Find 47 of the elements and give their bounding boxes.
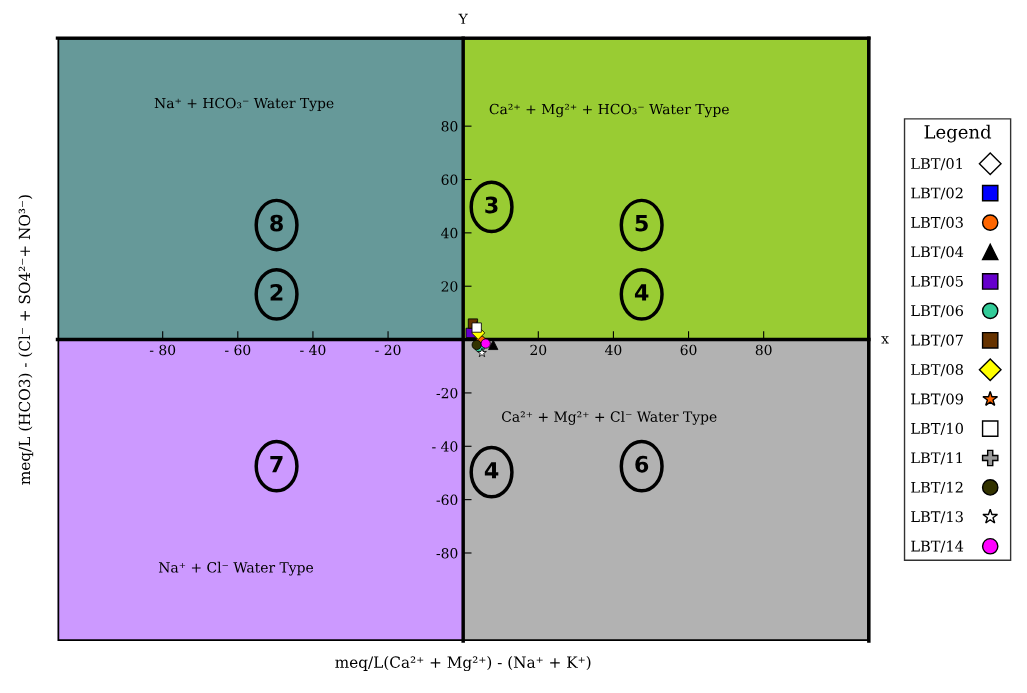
legend-label: LBT/08	[911, 364, 963, 377]
legend-label: LBT/12	[911, 481, 963, 494]
y-axis-title: meq/L (HCO3) - (Cl⁻ + SO4²⁻+ NO³⁻)	[18, 195, 34, 485]
annotation: Na⁺ + HCO₃⁻ Water Type	[154, 97, 334, 112]
y-tick-label: 60	[441, 174, 458, 185]
annotation: Ca²⁺ + Mg²⁺ + Cl⁻ Water Type	[502, 411, 717, 425]
y-tick-label: -20	[436, 387, 458, 399]
annotation: 3	[485, 196, 498, 214]
y-tick-label: -80	[436, 547, 458, 559]
x-tick-label: - 60	[225, 344, 251, 356]
legend-label: LBT/09	[911, 393, 963, 406]
annotation: 8	[270, 214, 283, 232]
legend-label: LBT/11	[911, 452, 962, 465]
legend-label: LBT/05	[911, 275, 963, 288]
annotation: 6	[635, 455, 649, 473]
x-axis-title: meq/L(Ca²⁺ + Mg²⁺) - (Na⁺ + K⁺)	[335, 656, 591, 672]
legend-label: LBT/01	[911, 158, 962, 171]
text: x	[881, 336, 889, 344]
annotation: 2	[270, 283, 283, 301]
legend-label: LBT/06	[911, 305, 964, 318]
y-tick-label: 80	[441, 121, 458, 132]
legend-label: LBT/13	[911, 511, 963, 524]
legend-label: LBT/03	[911, 216, 963, 230]
y-tick-label: - 40	[432, 441, 458, 452]
y-tick-label: 20	[441, 281, 458, 292]
legend-label: LBT/10	[911, 422, 963, 436]
annotation: Ca²⁺ + Mg²⁺ + HCO₃⁻ Water Type	[489, 103, 729, 118]
legend-label: LBT/07	[911, 334, 963, 347]
x-tick-label: - 20	[375, 344, 401, 356]
legend-title: Legend	[924, 124, 992, 143]
x-tick-label: 60	[680, 344, 697, 356]
annotation: 4	[634, 284, 649, 301]
legend-label: LBT/04	[911, 246, 964, 259]
x-tick-label: - 40	[300, 344, 326, 356]
x-tick-label: 20	[530, 344, 547, 356]
y-tick-label: -60	[436, 494, 458, 506]
x-tick-label: 40	[605, 344, 622, 356]
y-tick-label: 40	[441, 227, 458, 239]
legend-label: LBT/14	[911, 540, 964, 553]
legend-label: LBT/02	[911, 187, 963, 200]
text: Y	[458, 13, 468, 24]
x-tick-label: - 80	[149, 344, 176, 356]
annotation: Na⁺ + Cl⁻ Water Type	[158, 561, 314, 576]
annotation: 5	[635, 214, 648, 232]
annotation: 4	[484, 462, 499, 479]
x-tick-label: 80	[755, 344, 772, 356]
annotation: 7	[270, 456, 283, 473]
